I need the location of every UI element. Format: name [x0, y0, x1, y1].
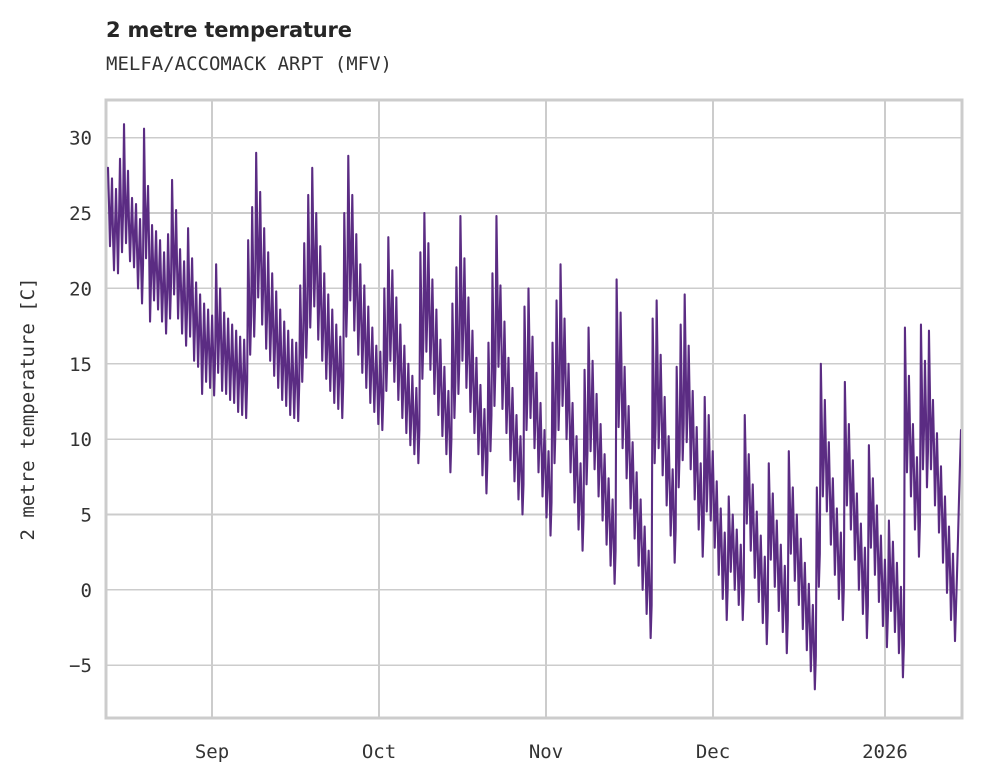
x-gridlines [211, 100, 886, 718]
y-tick-label: −5 [69, 655, 92, 677]
y-tick-labels: −5 0 5 10 15 20 25 30 [69, 128, 92, 678]
x-tick-label: Nov [529, 741, 563, 763]
y-tick-label: 20 [69, 278, 92, 300]
y-tick-label: 5 [81, 505, 92, 527]
plot-frame [104, 98, 964, 720]
y-tick-label: 25 [69, 203, 92, 225]
y-tick-label: 0 [81, 580, 92, 602]
series-group [107, 123, 961, 691]
x-tick-label: 2026 [862, 741, 908, 763]
x-tick-labels: Sep Oct Nov Dec 2026 [195, 741, 908, 763]
y-tick-label: 10 [69, 429, 92, 451]
x-tick-label: Dec [696, 741, 730, 763]
y-axis-label: 2 metre temperature [C] [17, 277, 39, 540]
chart-title: 2 metre temperature [106, 18, 352, 42]
x-tick-label: Sep [195, 741, 229, 763]
chart-subtitle: MELFA/ACCOMACK ARPT (MFV) [106, 53, 392, 75]
y-tick-label: 30 [69, 128, 92, 150]
temperature-series-line [107, 123, 961, 691]
x-tick-label: Oct [362, 741, 396, 763]
y-tick-label: 15 [69, 354, 92, 376]
y-axis-label-group: 2 metre temperature [C] [17, 277, 39, 540]
